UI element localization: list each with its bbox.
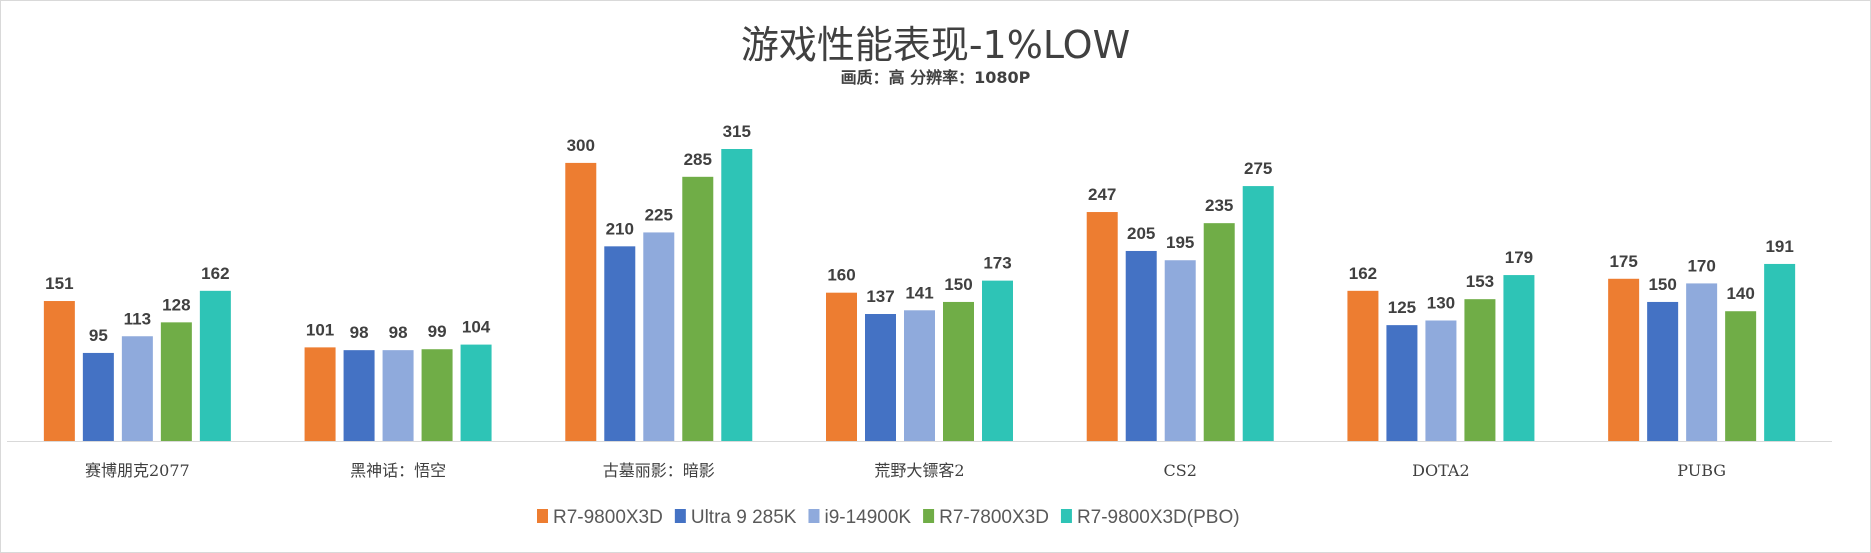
bar — [1125, 250, 1157, 441]
legend-swatch — [923, 509, 935, 523]
bar — [826, 292, 857, 441]
data-label: 235 — [1205, 196, 1233, 215]
bar — [1164, 260, 1196, 441]
legend-label: R7-9800X3D — [553, 507, 663, 528]
bar — [1647, 301, 1679, 441]
legend-swatch — [537, 509, 548, 523]
data-label: 137 — [866, 287, 894, 306]
data-label: 104 — [462, 318, 491, 337]
legend-label: i9-14900K — [824, 507, 911, 528]
bar — [682, 176, 714, 442]
category-label: 荒野大镖客2 — [874, 461, 964, 480]
data-label: 210 — [606, 219, 634, 238]
data-label: 300 — [567, 136, 595, 155]
bar — [643, 232, 675, 441]
bar — [1425, 320, 1457, 441]
chart-subtitle: 画质：高 分辨率：1080P — [840, 68, 1031, 87]
bar — [1725, 311, 1757, 441]
legend-label: Ultra 9 285K — [691, 507, 797, 528]
bar — [1086, 212, 1118, 441]
bar — [121, 336, 153, 441]
category-label: DOTA2 — [1412, 461, 1469, 480]
data-label: 205 — [1127, 224, 1155, 243]
data-label: 247 — [1088, 185, 1116, 204]
category-label: CS2 — [1164, 461, 1197, 480]
category-label: PUBG — [1677, 461, 1726, 480]
legend-label: R7-7800X3D — [939, 507, 1049, 528]
data-label: 275 — [1244, 159, 1272, 178]
bar — [1203, 223, 1235, 441]
bar — [160, 322, 192, 441]
bar — [460, 344, 492, 441]
data-label: 101 — [306, 320, 334, 339]
data-label: 128 — [162, 295, 190, 314]
data-label: 195 — [1166, 233, 1194, 252]
bar — [1242, 186, 1274, 441]
bar — [1686, 283, 1718, 441]
bar — [943, 301, 974, 441]
bar — [43, 301, 75, 441]
data-label: 95 — [89, 326, 108, 345]
bar — [1608, 278, 1640, 441]
data-label: 285 — [684, 150, 712, 169]
data-label: 150 — [944, 275, 972, 294]
chart-title: 游戏性能表现-1%LOW — [740, 23, 1131, 67]
bar — [904, 310, 935, 441]
data-label: 150 — [1648, 275, 1676, 294]
data-label: 173 — [983, 254, 1011, 273]
data-label: 162 — [1349, 264, 1377, 283]
category-label: 古墓丽影：暗影 — [603, 461, 715, 480]
legend-swatch — [808, 509, 820, 523]
data-label: 125 — [1388, 298, 1416, 317]
data-label: 225 — [645, 205, 673, 224]
legend-label: R7-9800X3D(PBO) — [1077, 507, 1240, 528]
bar — [1503, 275, 1535, 441]
data-label: 141 — [905, 283, 933, 302]
data-label: 175 — [1609, 252, 1637, 271]
data-label: 160 — [827, 266, 855, 285]
bar — [382, 350, 414, 441]
bar — [304, 347, 336, 441]
bar — [565, 162, 597, 441]
data-label: 99 — [428, 322, 447, 341]
data-label: 315 — [723, 122, 751, 141]
bar — [604, 246, 636, 441]
category-label: 赛博朋克2077 — [85, 461, 190, 480]
data-label: 151 — [45, 274, 73, 293]
data-label: 170 — [1687, 256, 1715, 275]
bar — [1764, 263, 1796, 441]
legend-swatch — [1060, 509, 1072, 523]
bar — [865, 314, 896, 441]
legend-swatch — [674, 509, 686, 523]
data-label: 140 — [1726, 284, 1754, 303]
data-label: 113 — [124, 309, 151, 328]
data-label: 130 — [1427, 293, 1455, 312]
data-label: 179 — [1505, 248, 1533, 267]
data-label: 153 — [1466, 272, 1494, 291]
data-label: 162 — [201, 264, 229, 283]
bar — [421, 349, 453, 441]
bar — [1347, 290, 1379, 441]
data-label: 191 — [1765, 237, 1793, 256]
bar — [982, 280, 1013, 441]
data-label: 98 — [350, 323, 369, 342]
category-label: 黑神话：悟空 — [350, 461, 446, 480]
bar — [82, 352, 114, 441]
bar — [1464, 299, 1496, 441]
bar — [199, 290, 231, 441]
bar — [721, 149, 753, 441]
bar — [1386, 325, 1418, 441]
data-label: 98 — [389, 323, 408, 342]
bar — [343, 350, 375, 441]
